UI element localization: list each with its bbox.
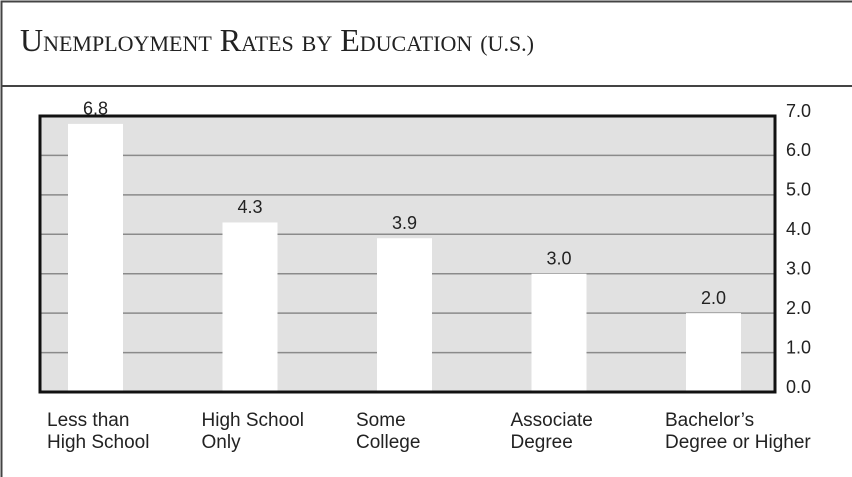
bar (222, 222, 278, 392)
y-tick-label: 1.0 (786, 337, 811, 357)
y-tick-label: 7.0 (786, 101, 811, 121)
bar (68, 123, 123, 392)
y-tick-label: 2.0 (786, 298, 811, 318)
value-label: 6.8 (83, 99, 108, 119)
chart-title: Unemployment Rates by Education (20, 22, 473, 58)
title-note: (U.S.) (480, 31, 535, 56)
bar (377, 238, 432, 392)
x-tick-label: Associate Degree (510, 410, 593, 453)
value-label: 3.9 (392, 213, 417, 233)
title-block: Unemployment Rates by Education (U.S.) (20, 22, 534, 59)
y-tick-label: 0.0 (786, 377, 811, 397)
y-tick-label: 5.0 (786, 180, 811, 200)
y-tick-label: 3.0 (786, 258, 811, 278)
bar (531, 273, 587, 392)
value-label: 3.0 (546, 248, 571, 268)
x-tick-label: Less than High School (47, 410, 150, 453)
y-tick-label: 6.0 (786, 140, 811, 160)
y-tick-label: 4.0 (786, 219, 811, 239)
value-label: 2.0 (701, 288, 726, 308)
plot-frame (38, 114, 777, 394)
x-tick-label: High School Only (201, 410, 304, 453)
bar (686, 313, 741, 392)
x-tick-label: Bachelor’s Degree or Higher (665, 410, 811, 453)
value-label: 4.3 (237, 197, 262, 217)
x-tick-label: Some College (356, 410, 421, 453)
